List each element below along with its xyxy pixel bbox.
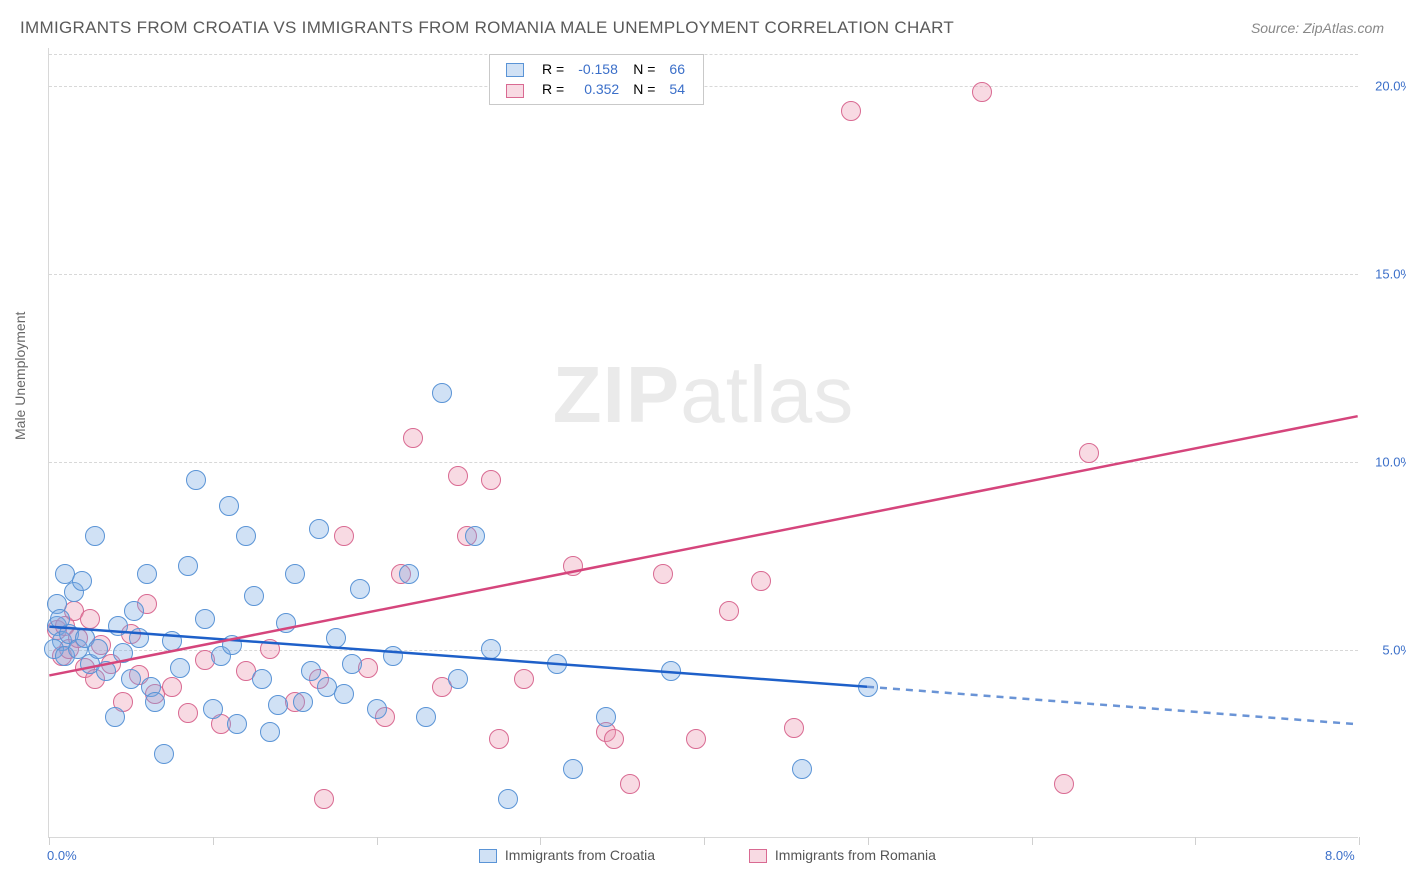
legend-label-romania: Immigrants from Romania	[775, 847, 936, 863]
legend-n-value-2: 54	[663, 80, 691, 98]
y-tick-label: 10.0%	[1375, 454, 1406, 469]
y-tick-label: 5.0%	[1382, 642, 1406, 657]
y-tick-label: 15.0%	[1375, 266, 1406, 281]
x-tick	[540, 837, 541, 845]
legend-r-label-2: R =	[536, 80, 570, 98]
chart-title: IMMIGRANTS FROM CROATIA VS IMMIGRANTS FR…	[20, 18, 954, 38]
source-label: Source: ZipAtlas.com	[1251, 20, 1384, 36]
legend-r-value-1: -0.158	[572, 60, 625, 78]
y-axis-label: Male Unemployment	[12, 312, 28, 440]
legend-bottom-romania: Immigrants from Romania	[749, 847, 936, 863]
legend-r-value-2: 0.352	[572, 80, 625, 98]
legend-n-label-1: N =	[627, 60, 661, 78]
legend-swatch-croatia	[506, 63, 524, 77]
x-tick	[868, 837, 869, 845]
regression-lines	[49, 48, 1358, 837]
x-tick	[1195, 837, 1196, 845]
x-tick-left: 0.0%	[47, 848, 77, 863]
x-tick	[49, 837, 50, 845]
legend-bottom-croatia: Immigrants from Croatia	[479, 847, 655, 863]
x-tick	[704, 837, 705, 845]
correlation-legend: R = -0.158 N = 66 R = 0.352 N = 54	[489, 54, 704, 105]
legend-n-value-1: 66	[663, 60, 691, 78]
legend-swatch-romania-bottom	[749, 849, 767, 863]
legend-r-label-1: R =	[536, 60, 570, 78]
legend-label-croatia: Immigrants from Croatia	[505, 847, 655, 863]
x-tick-right: 8.0%	[1325, 848, 1355, 863]
x-tick	[1032, 837, 1033, 845]
y-tick-label: 20.0%	[1375, 78, 1406, 93]
chart-plot-area: ZIPatlas 5.0%10.0%15.0%20.0% R = -0.158 …	[48, 48, 1358, 838]
x-tick	[1359, 837, 1360, 845]
x-tick	[213, 837, 214, 845]
legend-n-label-2: N =	[627, 80, 661, 98]
legend-swatch-croatia-bottom	[479, 849, 497, 863]
legend-swatch-romania	[506, 84, 524, 98]
x-tick	[377, 837, 378, 845]
